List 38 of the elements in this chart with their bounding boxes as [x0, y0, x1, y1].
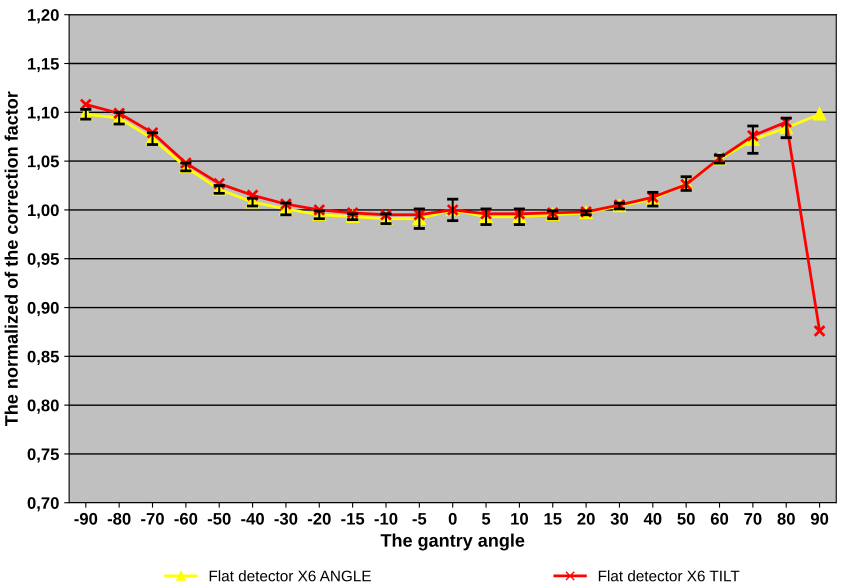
y-axis-title: The normalized of the correction factor — [4, 91, 18, 426]
y-tick-label: 1,15 — [28, 58, 59, 72]
y-tick-label: 1,20 — [28, 9, 59, 24]
y-tick-label: 1,10 — [28, 106, 59, 121]
x-tick-label: -30 — [274, 512, 298, 525]
x-tick-label: -15 — [341, 513, 364, 525]
x-tick-label: -50 — [208, 512, 231, 525]
x-tick-label: 10 — [511, 512, 528, 525]
x-tick-label: -80 — [108, 512, 131, 525]
x-tick-label: 5 — [482, 513, 490, 525]
x-tick-label: 20 — [577, 512, 595, 525]
x-tick-label: -10 — [374, 512, 398, 525]
x-tick-label: 80 — [777, 512, 795, 525]
legend-label: Flat detector X6 ANGLE — [210, 570, 371, 582]
x-tick-label: -20 — [308, 512, 331, 525]
x-tick-label: 90 — [810, 512, 828, 525]
y-tick-label: 1,00 — [28, 204, 59, 219]
x-tick-label: 70 — [744, 512, 762, 525]
y-tick-label: 0,80 — [28, 400, 59, 414]
x-tick-label: 15 — [544, 513, 562, 525]
x-tick-label: 40 — [644, 512, 662, 525]
x-tick-label: -40 — [241, 512, 264, 525]
legend-label: Flat detector X6 TILT — [598, 570, 740, 582]
x-tick-label: -70 — [141, 512, 164, 525]
y-tick-label: 0,75 — [28, 448, 59, 463]
x-tick-label: -90 — [74, 512, 98, 525]
x-tick-label: -5 — [412, 513, 426, 525]
y-tick-label: 0,90 — [28, 302, 59, 316]
x-tick-label: 50 — [677, 512, 695, 525]
x-tick-label: 30 — [610, 512, 628, 525]
y-tick-label: 1,05 — [28, 156, 59, 170]
y-tick-label: 0,85 — [28, 350, 59, 365]
x-tick-label: -60 — [174, 512, 198, 525]
x-tick-label: 0 — [448, 512, 457, 525]
x-tick-label: 60 — [710, 512, 728, 525]
y-tick-label: 0,95 — [28, 253, 59, 268]
y-tick-label: 0,70 — [28, 497, 59, 512]
x-axis-title: The gantry angle — [380, 534, 524, 550]
